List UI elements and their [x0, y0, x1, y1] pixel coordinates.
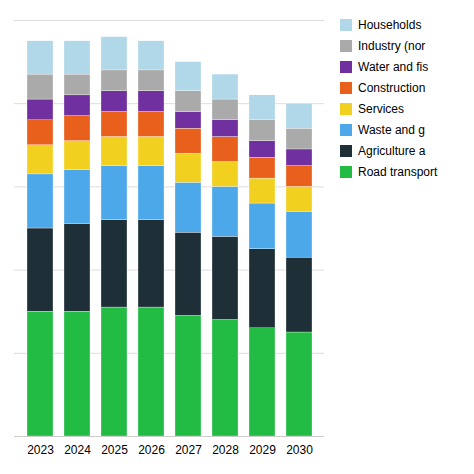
svg-text:2030: 2030 — [286, 443, 313, 457]
html-text:Water and fis: Water and fis — [358, 60, 429, 74]
html-text:Households: Households — [358, 18, 422, 32]
html-text:Waste and g: Waste and g — [358, 123, 425, 137]
svg-text:2027: 2027 — [175, 443, 202, 457]
html-text:Services: Services — [358, 102, 404, 116]
svg-text:2029: 2029 — [249, 443, 276, 457]
html-text:Agriculture a: Agriculture a — [358, 144, 426, 158]
svg-text:2026: 2026 — [138, 443, 165, 457]
svg-text:2024: 2024 — [64, 443, 91, 457]
html-text:Construction: Construction — [358, 81, 426, 95]
html-text:Industry (nor: Industry (nor — [358, 39, 426, 53]
svg-text:2028: 2028 — [212, 443, 239, 457]
html-text:Road transport: Road transport — [358, 165, 438, 179]
svg-text:2023: 2023 — [27, 443, 54, 457]
svg-text:2025: 2025 — [101, 443, 128, 457]
